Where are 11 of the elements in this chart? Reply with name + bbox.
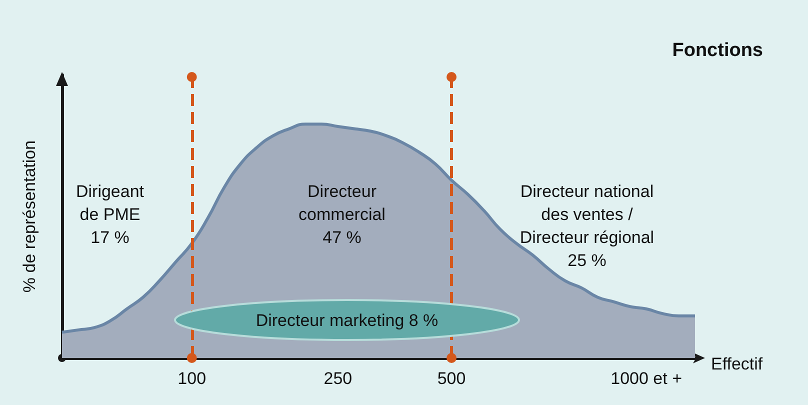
annotation: Dirigeant de PME 17 % (76, 182, 144, 247)
annotation: Directeur national des ventes / Directeur régional 25 % (520, 182, 654, 270)
annotation: Directeur marketing 8 % (256, 311, 438, 330)
x-tick-label: 500 (437, 369, 466, 388)
x-axis-title: Effectif (711, 354, 763, 374)
chart-title: Fonctions (672, 40, 764, 61)
x-tick-label: 1000 et + (610, 369, 682, 388)
x-tick-label: 100 (178, 369, 206, 388)
x-tick-label: 250 (324, 369, 352, 388)
y-axis-title: % de représentation (20, 140, 39, 293)
annotation: Directeur commercial 47 % (298, 182, 386, 247)
